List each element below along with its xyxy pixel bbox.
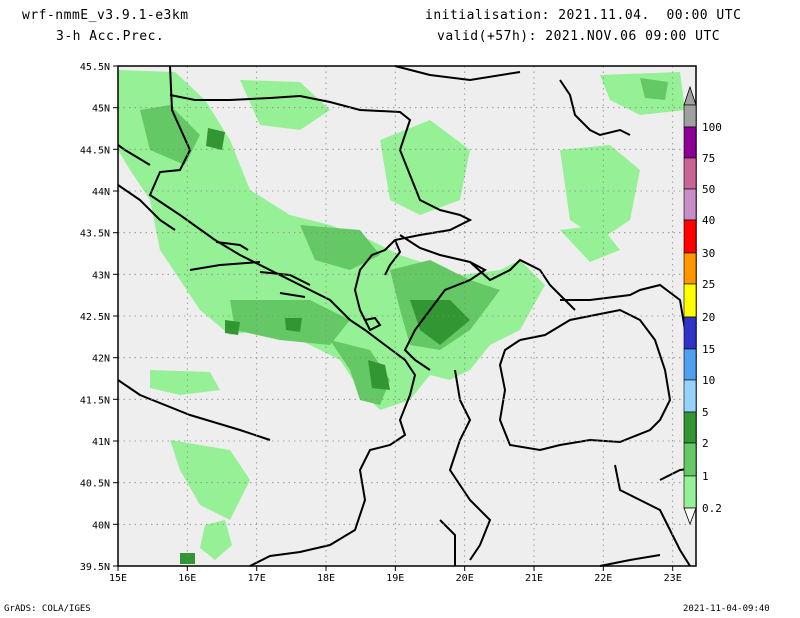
footer-timestamp: 2021-11-04-09:40 xyxy=(683,604,770,614)
lon-label: 17E xyxy=(248,573,266,584)
colorbar-segment xyxy=(683,442,697,477)
lat-label: 40.5N xyxy=(80,479,110,490)
lat-label: 45.5N xyxy=(80,62,110,73)
colorbar-arrow-bottom xyxy=(683,507,697,526)
grid-lines xyxy=(118,66,696,566)
lon-label: 23E xyxy=(664,573,682,584)
colorbar-segment xyxy=(683,188,697,221)
lat-label: 44N xyxy=(92,187,110,198)
colorbar-segment xyxy=(683,283,697,318)
lon-label: 18E xyxy=(317,573,335,584)
lon-label: 15E xyxy=(109,573,127,584)
lon-label: 20E xyxy=(456,573,474,584)
colorbar-label: 15 xyxy=(702,343,715,356)
lat-label: 41N xyxy=(92,437,110,448)
footer-credit: GrADS: COLA/IGES xyxy=(4,604,91,614)
lon-label: 21E xyxy=(525,573,543,584)
coastlines-borders xyxy=(117,65,697,567)
lon-label: 16E xyxy=(178,573,196,584)
lon-label: 19E xyxy=(386,573,404,584)
colorbar-label: 40 xyxy=(702,214,715,227)
colorbar-label: 25 xyxy=(702,278,715,291)
valid-time: valid(+57h): 2021.NOV.06 09:00 UTC xyxy=(437,29,721,44)
model-title: wrf-nmmE_v3.9.1-e3km xyxy=(22,8,189,23)
lat-label: 43.5N xyxy=(80,229,110,240)
lat-label: 41.5N xyxy=(80,395,110,406)
colorbar-segment xyxy=(683,316,697,350)
colorbar-segment xyxy=(683,126,697,159)
longitude-labels: 15E 16E 17E 18E 19E 20E 21E 22E 23E xyxy=(109,573,682,584)
colorbar-segment xyxy=(683,104,697,128)
colorbar-label: 0.2 xyxy=(702,502,722,515)
colorbar-label: 30 xyxy=(702,247,715,260)
colorbar-label: 75 xyxy=(702,152,715,165)
lat-label: 45N xyxy=(92,104,110,115)
colorbar-segment xyxy=(683,475,697,509)
colorbar-label: 1 xyxy=(702,470,709,483)
lat-label: 42.5N xyxy=(80,312,110,323)
latitude-labels: 45.5N 45N 44.5N 44N 43.5N 43N 42.5N 42N … xyxy=(80,62,110,573)
colorbar-label: 100 xyxy=(702,121,722,134)
colorbar-segment xyxy=(683,157,697,190)
colorbar-segment xyxy=(683,348,697,381)
lat-label: 44.5N xyxy=(80,145,110,156)
lat-label: 42N xyxy=(92,354,110,365)
colorbar-segment xyxy=(683,411,697,444)
colorbar-labels: 100 75 50 40 30 25 20 15 10 5 2 1 0.2 xyxy=(702,121,722,515)
colorbar-segment xyxy=(683,379,697,413)
product-title: 3-h Acc.Prec. xyxy=(56,29,165,44)
colorbar-label: 20 xyxy=(702,311,715,324)
lat-label: 40N xyxy=(92,520,110,531)
colorbar-label: 2 xyxy=(702,437,709,450)
lat-label: 39.5N xyxy=(80,562,110,573)
colorbar-label: 50 xyxy=(702,183,715,196)
tick-marks xyxy=(113,65,674,571)
init-time: initialisation: 2021.11.04. 00:00 UTC xyxy=(425,8,742,23)
color-bar xyxy=(683,85,697,526)
lat-label: 43N xyxy=(92,270,110,281)
colorbar-label: 10 xyxy=(702,374,715,387)
colorbar-label: 5 xyxy=(702,406,709,419)
colorbar-segment xyxy=(683,252,697,285)
colorbar-segment xyxy=(683,219,697,254)
precipitation-field xyxy=(118,70,685,564)
lon-label: 22E xyxy=(594,573,612,584)
